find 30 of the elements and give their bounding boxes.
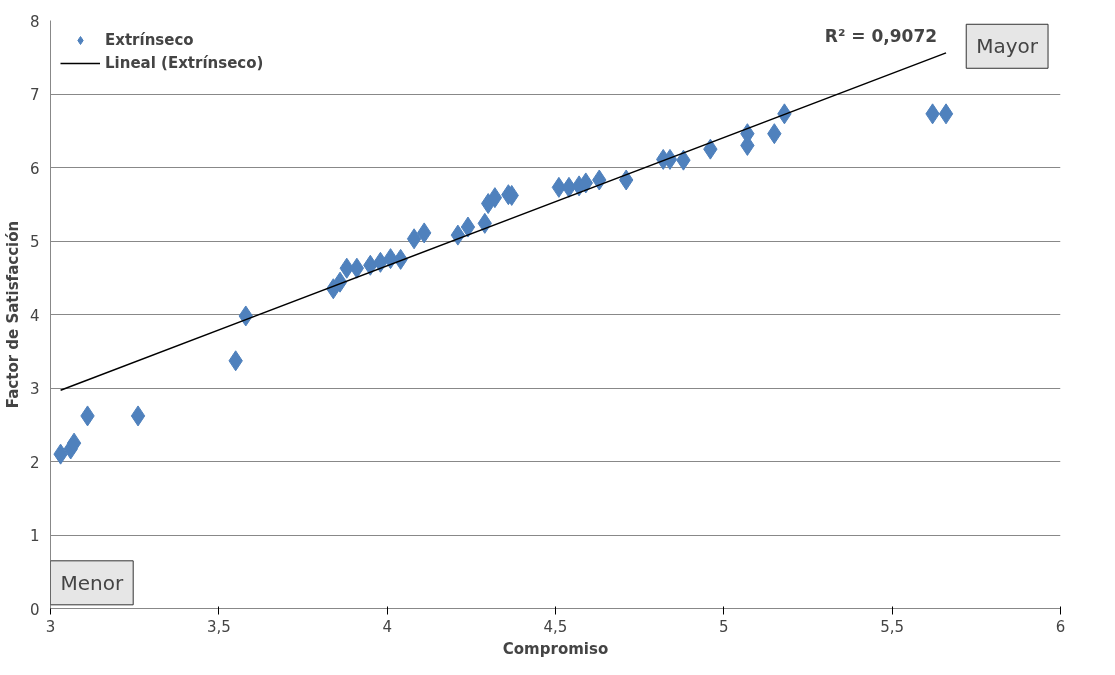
y-tick-label: 1 [29,527,40,545]
y-tick-label: 7 [29,86,40,104]
y-tick-label: 4 [29,306,40,325]
y-axis-title: Factor de Satisfacción [3,220,22,409]
x-axis-title: Compromiso [502,639,609,658]
y-tick-label: 0 [29,600,40,619]
point [487,187,503,209]
point [460,216,476,238]
y-tick-label: 6 [29,159,40,178]
point [938,103,954,125]
legend-label: Lineal (Extrínseco) [105,54,264,72]
annotation: R² = 0,9072 [824,26,938,47]
x-tick-label: 3,5 [206,617,231,636]
x-tick-label: 4 [382,617,392,636]
y-tick-label: 3 [29,380,40,398]
annotation: Menor [60,570,124,595]
point [406,228,422,250]
x-tick-label: 5 [719,617,729,636]
x-tick-label: 4,5 [543,617,568,636]
y-tick-label: 8 [29,12,40,31]
x-tick-label: 3 [45,617,56,636]
y-tick-label: 2 [29,453,40,472]
point [349,257,365,279]
point [130,405,146,427]
legend-label: Extrínseco [105,31,194,49]
x-tick-label: 5,5 [880,617,905,636]
x-tick-label: 6 [1055,617,1066,636]
point [66,432,82,454]
annotation: Mayor [976,34,1039,59]
y-tick-label: 5 [29,233,40,251]
